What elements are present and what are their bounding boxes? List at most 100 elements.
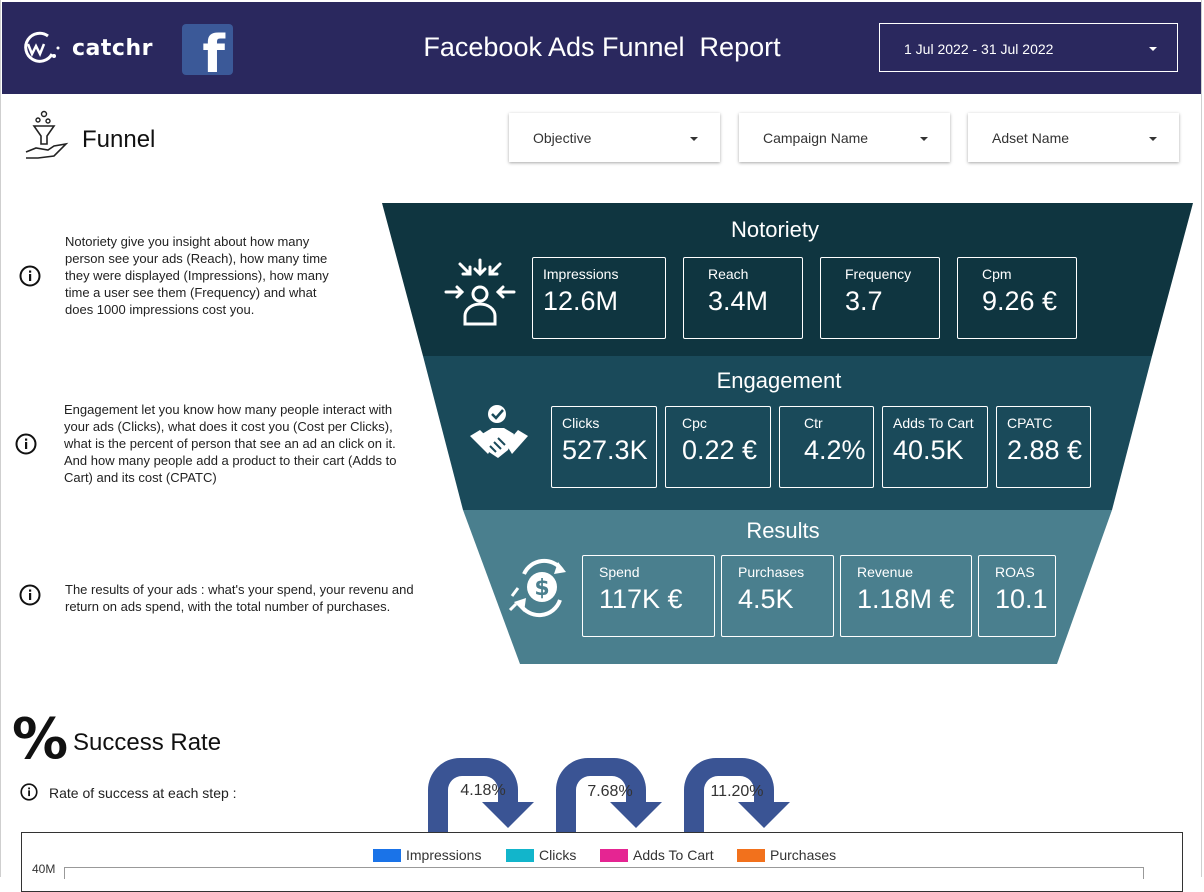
kpi-value: 10.1	[995, 584, 1048, 614]
purchases-kpi: Purchases 4.5K	[721, 555, 834, 637]
objective-filter[interactable]: Objective	[509, 113, 720, 162]
clicks-kpi: Clicks 527.3K	[551, 406, 657, 488]
campaign-name-filter[interactable]: Campaign Name	[739, 113, 950, 162]
notoriety-description: Notoriety give you insight about how man…	[65, 233, 329, 318]
kpi-label: Spend	[599, 564, 640, 580]
step-arrows	[428, 758, 790, 835]
description-line: they were displayed (Impressions), how m…	[65, 268, 329, 283]
description-line: Notoriety give you insight about how man…	[65, 234, 310, 249]
legend-swatch	[600, 848, 628, 862]
chevron-down-icon	[690, 137, 698, 141]
ctr-kpi: Ctr 4.2%	[779, 406, 874, 488]
legend-swatch	[737, 848, 765, 862]
legend-label: Impressions	[406, 847, 482, 863]
step-arrow-1	[428, 758, 534, 835]
description-line: And how many people add a product to the…	[64, 453, 397, 468]
kpi-label: Cpc	[682, 415, 707, 431]
legend-clicks[interactable]: Clicks	[506, 847, 576, 863]
description-line: return on ads spend, with the total numb…	[65, 599, 391, 614]
kpi-value: 3.7	[845, 286, 883, 316]
cpm-kpi: Cpm 9.26 €	[957, 257, 1077, 339]
kpi-label: Adds To Cart	[893, 415, 974, 431]
adset-name-filter[interactable]: Adset Name	[968, 113, 1179, 162]
info-icon	[15, 433, 37, 455]
description-line: what is the percent of person that see a…	[64, 436, 396, 451]
legend-label: Adds To Cart	[633, 847, 714, 863]
legend-swatch	[506, 848, 534, 862]
step-2-rate: 7.68%	[587, 783, 633, 800]
step-arrow-2	[556, 758, 662, 835]
kpi-label: ROAS	[995, 564, 1035, 580]
page-title: Facebook Ads Funnel Report	[423, 32, 781, 62]
description-line: your ads (Clicks), what does it cost you…	[64, 419, 393, 434]
legend-swatch	[373, 848, 401, 862]
step-3-rate: 11.20%	[710, 783, 764, 800]
funnel-hand-icon	[25, 110, 69, 159]
adds-to-cart-kpi: Adds To Cart 40.5K	[882, 406, 988, 488]
cpc-kpi: Cpc 0.22 €	[665, 406, 771, 488]
kpi-label: Revenue	[857, 564, 914, 580]
step-1-rate: 4.18%	[460, 782, 506, 799]
date-range-picker[interactable]: 1 Jul 2022 - 31 Jul 2022	[879, 23, 1178, 72]
plot-area	[64, 867, 1144, 879]
kpi-value: 4.5K	[738, 584, 794, 614]
kpi-value: 2.88 €	[1007, 435, 1083, 465]
kpi-label: Clicks	[562, 415, 600, 431]
description-line: does 1000 impressions cost you.	[65, 302, 255, 317]
facebook-icon: f	[182, 24, 233, 81]
handshake-icon	[470, 405, 528, 458]
roas-kpi: ROAS 10.1	[978, 555, 1056, 637]
notoriety-title: Notoriety	[730, 217, 820, 242]
kpi-value: 4.2%	[804, 435, 866, 465]
date-range-value: 1 Jul 2022 - 31 Jul 2022	[904, 41, 1054, 57]
legend-adds-to-cart[interactable]: Adds To Cart	[600, 847, 714, 863]
legend-impressions[interactable]: Impressions	[373, 847, 481, 863]
svg-text:$: $	[534, 576, 549, 601]
kpi-value: 12.6M	[543, 286, 619, 316]
legend-label: Purchases	[770, 847, 837, 863]
campaign-name-filter-label: Campaign Name	[763, 130, 869, 146]
kpi-label: Impressions	[543, 266, 619, 282]
kpi-value: 0.22 €	[682, 435, 758, 465]
logo-text: catchr	[72, 35, 153, 61]
cpatc-kpi: CPATC 2.88 €	[996, 406, 1091, 488]
engagement-description: Engagement let you know how many people …	[64, 401, 396, 486]
objective-filter-label: Objective	[533, 130, 592, 146]
legend-purchases[interactable]: Purchases	[737, 847, 836, 863]
frequency-kpi: Frequency 3.7	[820, 257, 940, 339]
catchr-logo-icon	[24, 31, 60, 63]
kpi-label: Cpm	[982, 266, 1012, 282]
engagement-title: Engagement	[716, 368, 842, 393]
chevron-down-icon	[1149, 47, 1157, 51]
percent-icon: %	[12, 707, 69, 772]
impressions-kpi: Impressions 12.6M	[532, 257, 666, 339]
kpi-value: 117K €	[599, 584, 683, 614]
success-rate-subtitle: Rate of success at each step :	[49, 785, 237, 801]
description-line: person see your ads (Reach), how many ti…	[65, 251, 328, 266]
chevron-down-icon	[1149, 137, 1157, 141]
info-icon	[20, 783, 38, 801]
kpi-label: Ctr	[804, 415, 823, 431]
kpi-value: 527.3K	[562, 435, 648, 465]
info-icon	[19, 584, 41, 606]
results-title: Results	[746, 518, 820, 543]
revenue-kpi: Revenue 1.18M €	[840, 555, 972, 637]
kpi-label: Frequency	[845, 266, 912, 282]
kpi-label: Reach	[708, 266, 749, 282]
success-rate-title: Success Rate	[73, 729, 222, 756]
results-description: The results of your ads : what's your sp…	[65, 581, 414, 615]
kpi-value: 3.4M	[708, 286, 769, 316]
y-axis-tick: 40M	[32, 862, 56, 876]
kpi-label: Purchases	[738, 564, 805, 580]
kpi-value: 40.5K	[893, 435, 964, 465]
step-arrow-3	[684, 758, 790, 835]
info-icon	[19, 265, 41, 287]
kpi-label: CPATC	[1007, 415, 1053, 431]
report-header: catchr f Facebook Ads Funnel Report 1 Ju…	[2, 2, 1201, 94]
catchr-logo: catchr	[18, 30, 153, 66]
description-line: time a user see them (Frequency) and wha…	[65, 285, 317, 300]
legend-label: Clicks	[539, 847, 577, 863]
reach-kpi: Reach 3.4M	[683, 257, 803, 339]
description-line: Cart) and its cost (CPATC)	[64, 470, 217, 485]
